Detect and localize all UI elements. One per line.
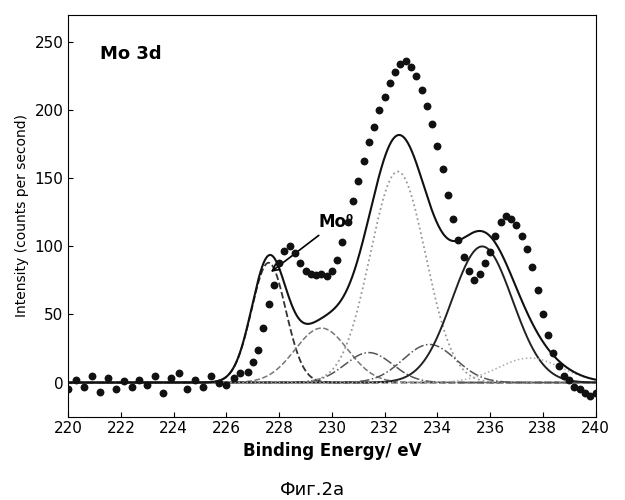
Point bbox=[575, 386, 585, 394]
Point bbox=[369, 122, 379, 130]
Point bbox=[71, 376, 81, 384]
Point bbox=[229, 374, 239, 382]
Point bbox=[242, 368, 252, 376]
Point bbox=[543, 331, 553, 339]
Point bbox=[591, 390, 601, 398]
Point bbox=[511, 220, 521, 228]
Point bbox=[501, 212, 511, 220]
Point bbox=[564, 376, 574, 384]
Point bbox=[585, 392, 595, 400]
Point bbox=[353, 177, 363, 185]
Point bbox=[401, 58, 411, 66]
Point bbox=[448, 215, 458, 223]
Point bbox=[522, 245, 532, 253]
Point bbox=[491, 232, 501, 239]
Point bbox=[322, 272, 332, 280]
Text: Фиг.2a: Фиг.2a bbox=[280, 481, 345, 499]
Point bbox=[569, 382, 579, 390]
Point bbox=[374, 106, 384, 114]
Point bbox=[150, 372, 160, 380]
Point bbox=[234, 369, 244, 377]
X-axis label: Binding Energy/ eV: Binding Energy/ eV bbox=[242, 442, 421, 460]
Point bbox=[548, 348, 558, 356]
Point bbox=[580, 390, 590, 398]
Point bbox=[127, 382, 137, 390]
Point bbox=[279, 246, 289, 254]
Text: Mo 3d: Mo 3d bbox=[100, 45, 161, 63]
Point bbox=[379, 92, 389, 100]
Point bbox=[166, 374, 176, 382]
Point bbox=[111, 386, 121, 394]
Point bbox=[158, 390, 168, 398]
Point bbox=[427, 120, 437, 128]
Point bbox=[182, 386, 192, 394]
Point bbox=[422, 102, 432, 110]
Point bbox=[559, 372, 569, 380]
Point bbox=[327, 267, 337, 275]
Point bbox=[464, 267, 474, 275]
Point bbox=[214, 378, 224, 386]
Point bbox=[142, 382, 152, 390]
Point bbox=[538, 310, 548, 318]
Y-axis label: Intensity (counts per second): Intensity (counts per second) bbox=[15, 114, 29, 318]
Point bbox=[274, 259, 284, 267]
Point bbox=[385, 79, 395, 87]
Point bbox=[87, 372, 97, 380]
Point bbox=[342, 218, 352, 226]
Point bbox=[517, 232, 527, 239]
Point bbox=[359, 156, 369, 164]
Point bbox=[190, 376, 200, 384]
Point bbox=[438, 165, 448, 173]
Point bbox=[253, 346, 263, 354]
Point bbox=[506, 215, 516, 223]
Point bbox=[285, 242, 295, 250]
Point bbox=[528, 263, 538, 271]
Point bbox=[469, 276, 479, 284]
Point bbox=[364, 138, 374, 145]
Point bbox=[206, 372, 216, 380]
Point bbox=[95, 388, 105, 396]
Point bbox=[63, 386, 73, 394]
Point bbox=[390, 68, 400, 76]
Point bbox=[406, 62, 416, 70]
Point bbox=[269, 280, 279, 288]
Point bbox=[316, 270, 326, 278]
Point bbox=[332, 256, 342, 264]
Point bbox=[221, 382, 231, 390]
Point bbox=[417, 86, 427, 94]
Point bbox=[311, 271, 321, 279]
Point bbox=[198, 382, 208, 390]
Point bbox=[134, 376, 144, 384]
Point bbox=[496, 218, 506, 226]
Point bbox=[103, 374, 113, 382]
Point bbox=[532, 286, 542, 294]
Point bbox=[432, 142, 442, 150]
Point bbox=[306, 270, 316, 278]
Point bbox=[554, 362, 564, 370]
Point bbox=[264, 300, 274, 308]
Point bbox=[485, 248, 495, 256]
Point bbox=[79, 382, 89, 390]
Point bbox=[338, 238, 348, 246]
Point bbox=[459, 254, 469, 262]
Point bbox=[480, 259, 490, 267]
Text: Mo⁰: Mo⁰ bbox=[272, 213, 354, 271]
Point bbox=[248, 358, 258, 366]
Point bbox=[258, 324, 268, 332]
Point bbox=[474, 270, 484, 278]
Point bbox=[290, 249, 300, 257]
Point bbox=[295, 259, 305, 267]
Point bbox=[348, 198, 358, 205]
Point bbox=[443, 190, 453, 198]
Point bbox=[174, 369, 184, 377]
Point bbox=[301, 267, 311, 275]
Point bbox=[396, 60, 406, 68]
Point bbox=[119, 377, 129, 385]
Point bbox=[454, 236, 464, 244]
Point bbox=[411, 72, 421, 80]
